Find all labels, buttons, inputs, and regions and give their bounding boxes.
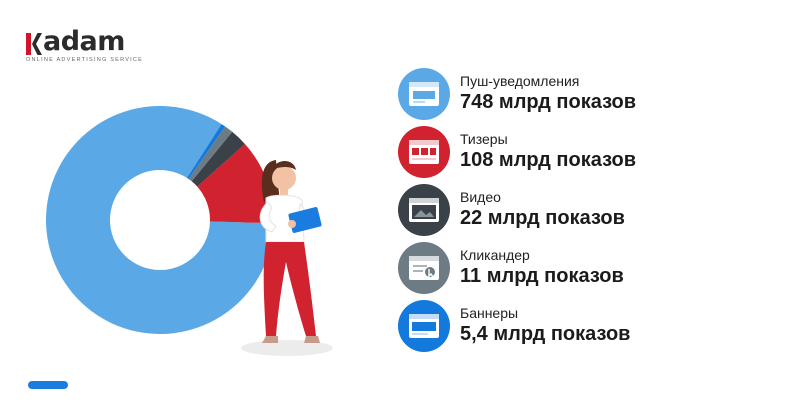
legend-label: Видео bbox=[460, 189, 501, 205]
legend-badge bbox=[398, 184, 450, 236]
legend-badge bbox=[398, 126, 450, 178]
legend-label: Кликандер bbox=[460, 247, 530, 263]
legend-value: 108 млрд показов bbox=[460, 149, 637, 171]
teaser-icon bbox=[409, 140, 439, 164]
legend-badge bbox=[398, 300, 450, 352]
logo-tagline: ONLINE ADVERTISING SERVICE bbox=[26, 57, 144, 63]
legend-value: 748 млрд показов bbox=[460, 91, 637, 113]
banner-icon bbox=[409, 314, 439, 338]
legend-badge bbox=[398, 242, 450, 294]
donut-chart bbox=[46, 106, 274, 335]
woman-illustration bbox=[241, 160, 333, 356]
legend-value: 22 млрд показов bbox=[460, 207, 625, 229]
logo-word-text: adam bbox=[43, 26, 125, 57]
legend-value: 11 млрд показов bbox=[460, 265, 624, 287]
video-icon bbox=[409, 198, 439, 222]
slice-banners bbox=[187, 124, 226, 179]
slice-teasers bbox=[197, 143, 274, 224]
legend-value: 5,4 млрд показов bbox=[460, 323, 631, 345]
kadam-logo: adam ONLINE ADVERTISING SERVICE bbox=[26, 28, 143, 63]
push-notification-icon bbox=[409, 82, 439, 106]
slice-clickunder bbox=[188, 126, 233, 182]
legend-label: Баннеры bbox=[460, 305, 519, 321]
logo-wordmark: adam bbox=[26, 28, 143, 55]
clickunder-icon bbox=[409, 256, 439, 280]
legend-badge bbox=[398, 68, 450, 120]
slice-video bbox=[191, 131, 245, 187]
slice-push bbox=[46, 106, 274, 335]
logo-k-glyph bbox=[26, 33, 42, 55]
legend-label: Тизеры bbox=[460, 131, 508, 147]
slide-indicator bbox=[28, 381, 68, 389]
legend-label: Пуш-уведомления bbox=[460, 73, 580, 89]
